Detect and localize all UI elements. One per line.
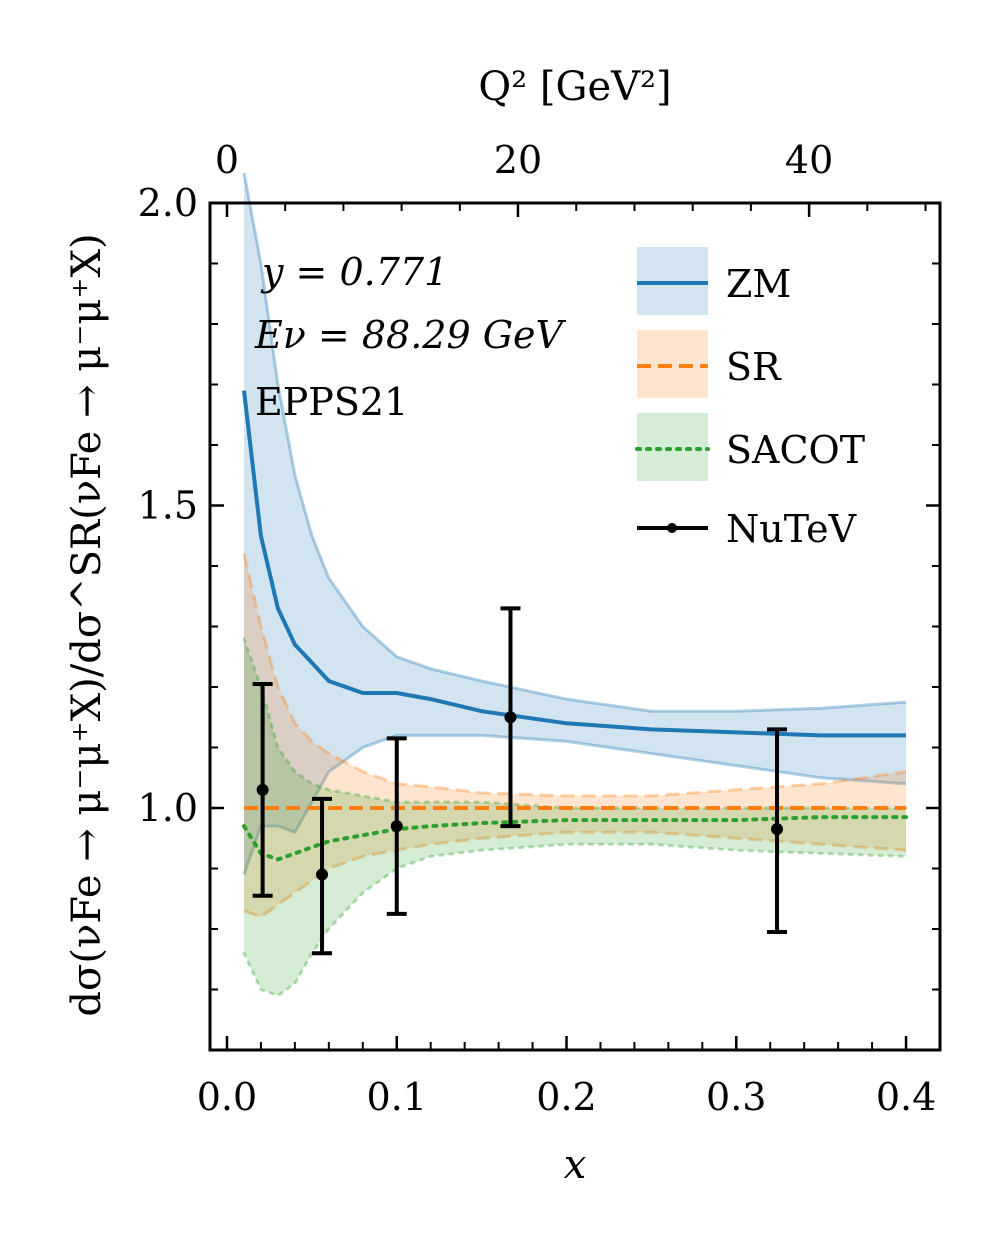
legend-label-zm: ZM — [726, 262, 791, 306]
plot-frame — [208, 201, 942, 1052]
y-tick-label: 2.0 — [138, 181, 198, 225]
x-axis-title: x — [564, 1142, 587, 1188]
x-tick-label: 0.0 — [197, 1075, 257, 1119]
annotation-rapidity: y = 0.771 — [260, 250, 448, 294]
y-tick-label: 1.5 — [138, 484, 198, 528]
top-axis-title: Q² [GeV²] — [478, 64, 671, 110]
nutev-point — [316, 868, 329, 881]
uncertainty-bands — [242, 172, 908, 998]
y-axis-title: dσ(νFe → μ⁻μ⁺X)/dσ^SR(νFe → μ⁻μ⁺X) — [64, 233, 110, 1016]
axis-ticks: 0.0 0.1 0.2 0.3 0.4 0 20 40 1.0 1.5 2.0 — [138, 138, 940, 1119]
zm-line — [242, 390, 906, 738]
nutev-point — [390, 820, 403, 833]
top-tick-label: 0 — [215, 138, 239, 182]
nutev-point — [771, 823, 784, 836]
nutev-point — [504, 711, 517, 724]
annotation-pdf-set: EPPS21 — [255, 380, 408, 424]
data-points — [252, 606, 788, 956]
zm-band-lower-edge — [242, 733, 907, 875]
top-tick-label: 40 — [785, 138, 833, 182]
annotation-energy: Eν = 88.29 GeV — [254, 313, 567, 357]
y-tick-label: 1.0 — [138, 786, 198, 830]
nutev-point — [256, 783, 269, 796]
sacot-band — [244, 638, 906, 996]
legend: ZM SR SACOT NuTeV — [635, 247, 865, 551]
legend-label-nutev: NuTeV — [726, 507, 857, 551]
sacot-band-lower-edge — [242, 842, 908, 998]
legend-label-sr: SR — [726, 345, 782, 389]
top-tick-label: 20 — [494, 138, 542, 182]
zm-band — [244, 172, 906, 875]
x-tick-label: 0.4 — [876, 1075, 936, 1119]
zm-band-upper-edge — [242, 172, 907, 713]
x-tick-label: 0.3 — [706, 1075, 766, 1119]
legend-label-sacot: SACOT — [726, 428, 865, 472]
x-tick-label: 0.1 — [367, 1075, 427, 1119]
sr-band — [244, 553, 906, 917]
x-tick-label: 0.2 — [536, 1075, 596, 1119]
legend-nutev-marker — [667, 523, 677, 533]
